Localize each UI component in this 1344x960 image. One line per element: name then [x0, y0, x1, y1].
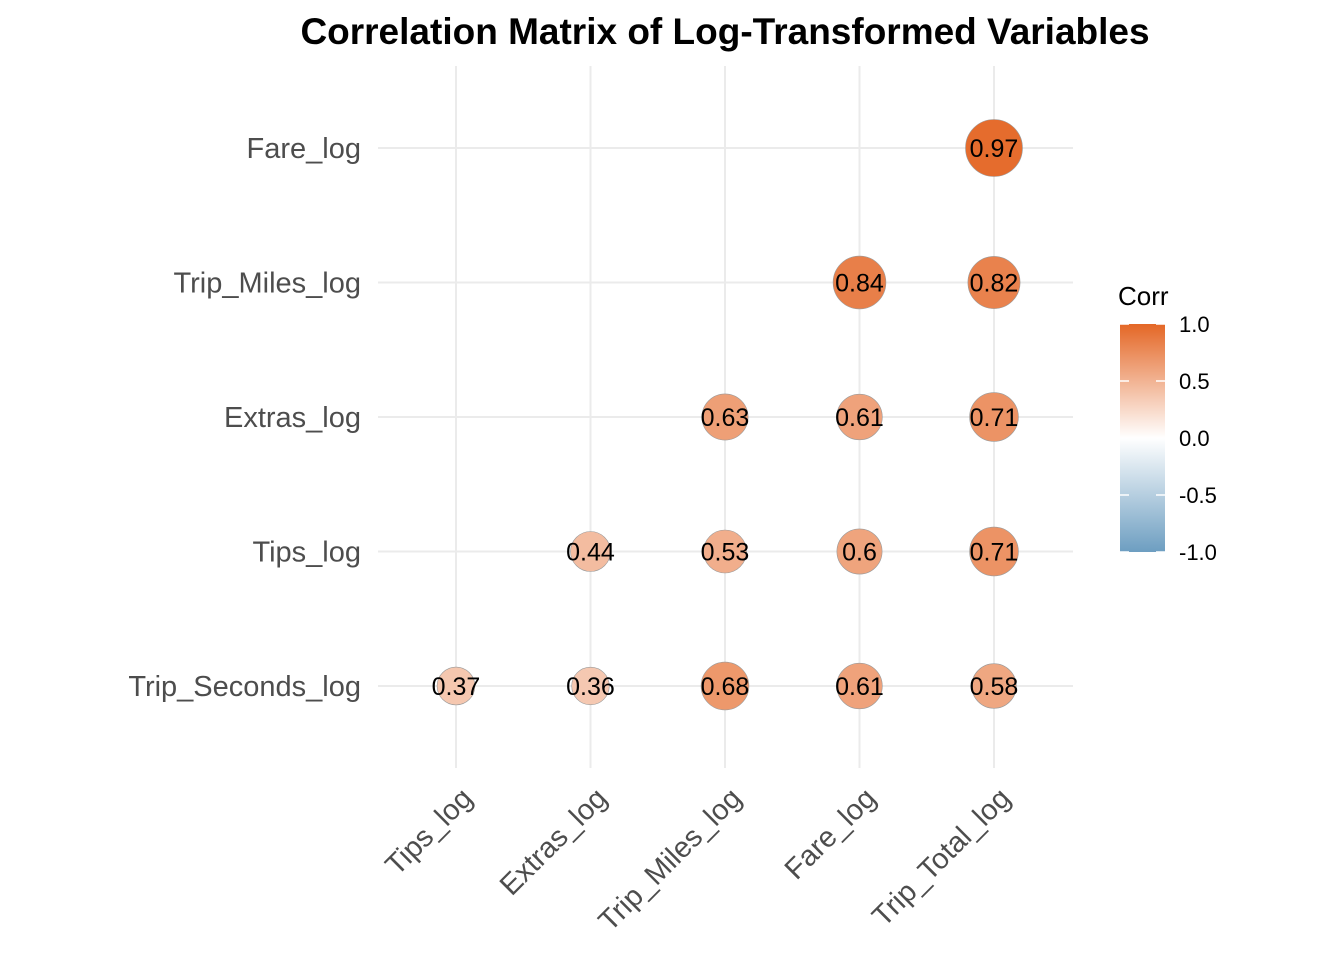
correlation-value-label: 0.44 [566, 539, 615, 567]
correlation-value-label: 0.68 [701, 673, 750, 701]
correlation-value-label: 0.63 [701, 404, 750, 432]
x-tick-label: Fare_log [779, 782, 883, 886]
correlation-value-label: 0.53 [701, 539, 750, 567]
correlation-point [965, 119, 1023, 177]
y-tick-label: Trip_Miles_log [174, 268, 362, 300]
y-axis-ticks: Trip_Seconds_log Tips_log Extras_log Trip_M… [128, 133, 361, 703]
legend-ticks: 1.0 0.5 0.0 -0.5 -1.0 [1120, 312, 1217, 565]
legend-tick-label: -0.5 [1179, 483, 1217, 508]
correlation-point [969, 526, 1019, 577]
correlation-cells: 0.37 0.36 0.68 0.61 0.58 0.44 0.53 0.6 0.71 0.63 0… [432, 119, 1023, 711]
legend-title: Corr [1118, 281, 1169, 311]
correlation-point [832, 255, 887, 310]
correlation-value-label: 0.61 [835, 404, 884, 432]
correlation-value-label: 0.36 [566, 673, 615, 701]
correlation-point [836, 528, 883, 575]
legend-tick-label: 0.0 [1179, 426, 1210, 451]
correlation-point [700, 661, 750, 711]
correlation-value-label: 0.61 [835, 673, 884, 701]
correlation-value-label: 0.58 [970, 673, 1019, 701]
correlation-point [571, 666, 610, 706]
correlation-point [836, 662, 883, 710]
x-tick-label: Extras_log [494, 782, 614, 902]
correlation-point [969, 392, 1019, 442]
correlation-value-label: 0.6 [842, 539, 877, 567]
legend-tick-label: 1.0 [1179, 312, 1210, 337]
legend-tick-label: 0.5 [1179, 369, 1210, 394]
correlation-value-label: 0.71 [970, 404, 1019, 432]
x-tick-label: Tips_log [380, 782, 479, 881]
correlation-point [971, 663, 1017, 709]
y-tick-label: Extras_log [224, 402, 361, 434]
correlation-value-label: 0.84 [835, 270, 884, 298]
correlation-point [701, 393, 749, 441]
correlation-value-label: 0.82 [970, 270, 1019, 298]
correlation-value-label: 0.71 [970, 539, 1019, 567]
y-tick-label: Fare_log [247, 133, 361, 165]
x-tick-label: Trip_Miles_log [593, 782, 748, 937]
correlation-point [570, 531, 611, 572]
y-tick-label: Tips_log [252, 537, 361, 569]
correlation-point [836, 393, 883, 441]
correlation-point [436, 666, 476, 706]
legend-tick-label: -1.0 [1179, 540, 1217, 565]
x-tick-label: Trip_Total_log [866, 782, 1017, 933]
correlation-value-label: 0.97 [970, 135, 1019, 163]
correlation-point [967, 256, 1021, 309]
y-tick-label: Trip_Seconds_log [128, 671, 361, 703]
correlation-point [703, 529, 747, 574]
correlation-value-label: 0.37 [432, 673, 481, 701]
legend: Corr 1.0 0.5 0.0 -0.5 -1.0 [1118, 281, 1217, 565]
chart-title: Correlation Matrix of Log-Transformed Va… [300, 11, 1149, 52]
